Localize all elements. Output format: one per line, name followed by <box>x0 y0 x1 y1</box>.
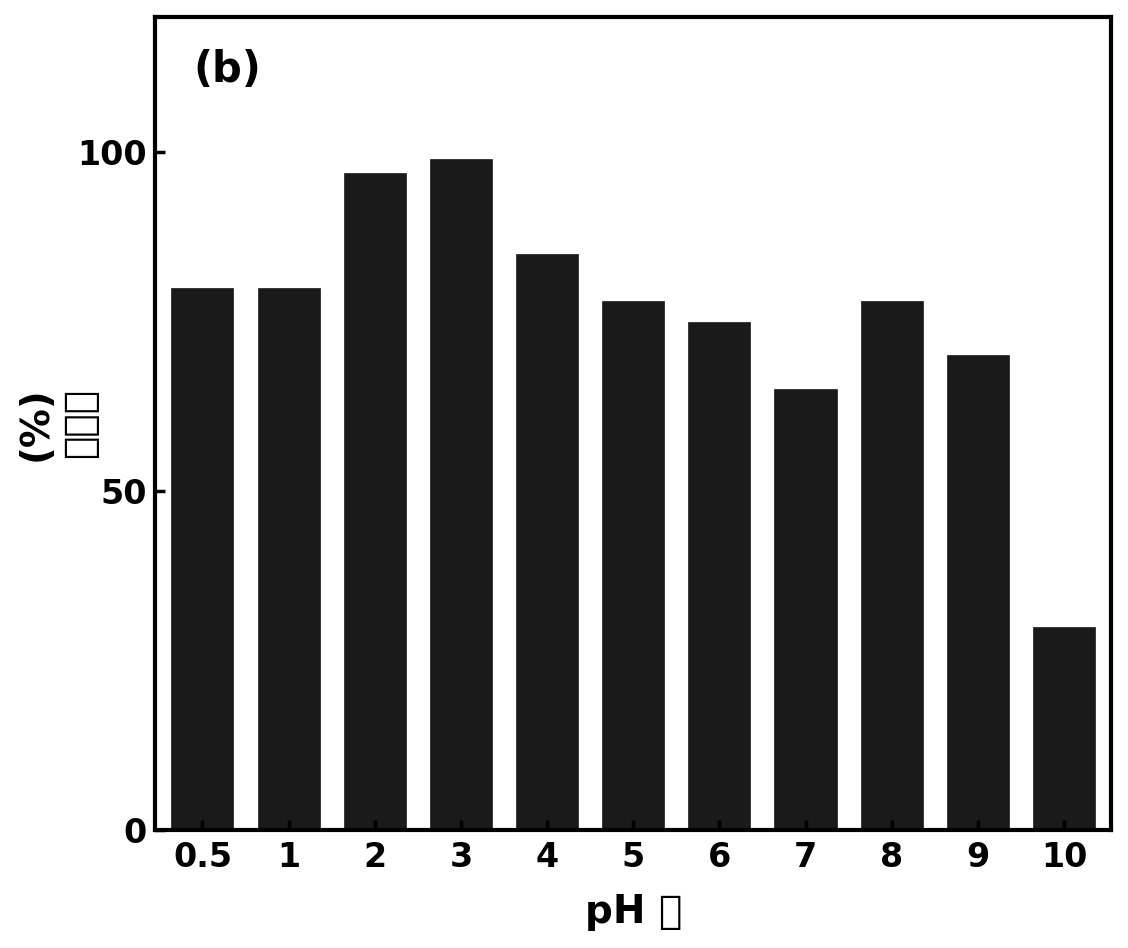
Bar <box>171 287 233 830</box>
Bar <box>946 356 1008 830</box>
Bar <box>1033 627 1095 830</box>
Bar <box>430 159 492 830</box>
Y-axis label: (%)
去除率: (%) 去除率 <box>17 386 98 461</box>
Bar <box>602 301 664 830</box>
Bar <box>861 301 923 830</box>
Bar <box>775 390 837 830</box>
X-axis label: pH 値: pH 値 <box>584 893 682 931</box>
Bar <box>688 321 750 830</box>
Bar <box>344 173 406 830</box>
Bar <box>515 254 578 830</box>
Text: (b): (b) <box>193 49 262 91</box>
Bar <box>257 287 319 830</box>
